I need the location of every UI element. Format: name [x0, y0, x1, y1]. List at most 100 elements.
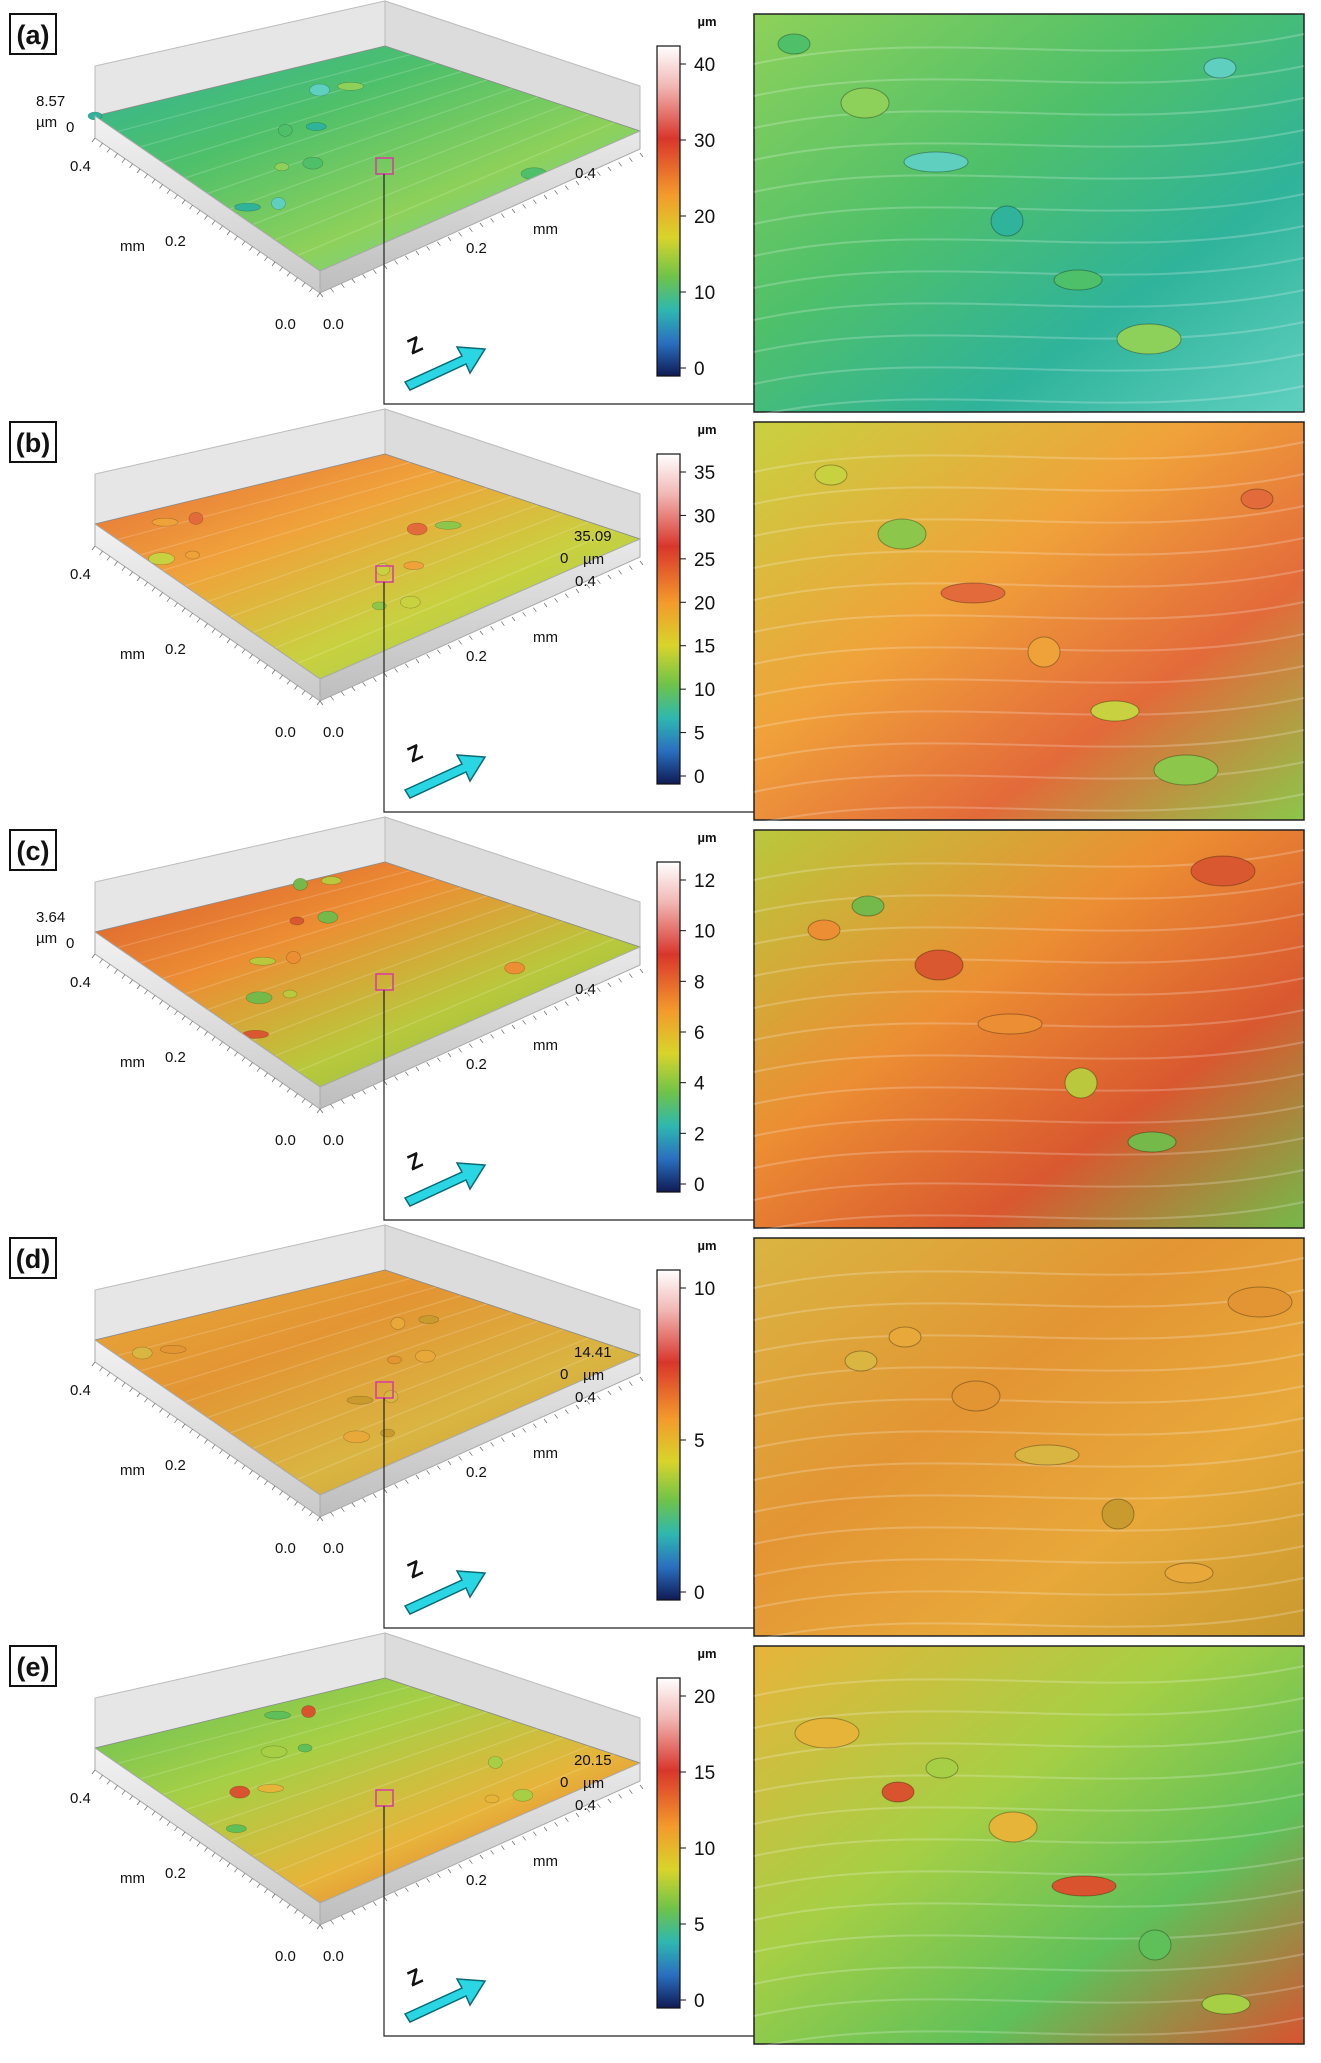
- axis-tick: [533, 1015, 537, 1020]
- z-max-label: 14.41: [574, 1344, 612, 1361]
- surface-feature: [343, 1430, 370, 1444]
- axis-tick: [543, 1826, 548, 1832]
- axis-tick: [426, 246, 430, 251]
- axis-tick: [241, 1057, 246, 1062]
- direction-label: Z: [403, 331, 426, 359]
- surface-texture-line: [139, 1694, 437, 1780]
- zoom-texture-streak: [753, 1289, 1305, 1321]
- zoom-texture-streak: [753, 569, 1305, 601]
- surface-feature: [297, 1743, 313, 1753]
- axis-tick: [597, 1395, 601, 1400]
- surface-texture-line: [184, 895, 488, 995]
- zoom-texture-streak: [753, 1201, 1305, 1233]
- axis-tick: [618, 978, 622, 983]
- axis-tick: [543, 194, 548, 200]
- axis-tick: [394, 1892, 398, 1897]
- axis-tick: [249, 1470, 253, 1475]
- surface-texture-line: [139, 470, 437, 556]
- axis-tick: [319, 1924, 324, 1930]
- surface-texture-line: [297, 529, 615, 665]
- axis-tick: [189, 1428, 193, 1434]
- axis-tick: [129, 571, 133, 577]
- axis-tick: [181, 1831, 186, 1837]
- axis-tick: [264, 256, 268, 262]
- surface-feature: [504, 961, 526, 975]
- y-tick-mid: 0.2: [165, 1865, 186, 1882]
- axis-tick: [447, 236, 452, 242]
- axis-tick: [330, 1512, 334, 1517]
- zoom-surface-feature: [903, 151, 969, 173]
- surface-feature: [418, 1315, 440, 1324]
- axis-tick: [166, 1413, 171, 1418]
- surface-texture-line: [117, 1685, 411, 1765]
- axis-tick: [174, 602, 178, 608]
- zoom-texture-streak: [753, 33, 1305, 65]
- zoom-surface-feature: [1127, 1131, 1177, 1153]
- axis-tick: [543, 1010, 548, 1016]
- axis-tick: [405, 255, 409, 260]
- axis-tick: [181, 1423, 186, 1429]
- axis-tick: [565, 1001, 569, 1006]
- axis-tick: [607, 166, 612, 172]
- colorbar-tick-label: 0: [694, 1991, 705, 2012]
- surface-texture-line: [207, 1719, 513, 1827]
- x-axis-unit: mm: [533, 629, 558, 646]
- zoom-texture-streak: [753, 1953, 1305, 1985]
- surface-texture-line: [229, 504, 539, 618]
- axis-tick: [264, 1888, 268, 1894]
- surface-feature: [390, 1317, 406, 1330]
- axis-tick: [458, 1864, 462, 1869]
- axis-tick: [341, 691, 345, 696]
- axis-tick: [316, 1924, 321, 1930]
- axis-tick: [319, 700, 324, 706]
- colorbar-tick-label: 15: [694, 1763, 715, 1784]
- axis-tick: [522, 612, 526, 617]
- axis-tick: [629, 1381, 633, 1386]
- axis-tick: [226, 1862, 231, 1868]
- surface-texture-line: [139, 878, 437, 964]
- zoom-texture-streak: [753, 945, 1305, 977]
- axis-tick: [241, 1873, 246, 1878]
- zoom-surface-feature: [1164, 1562, 1214, 1584]
- axis-tick: [286, 680, 291, 685]
- zoom-texture-streak: [753, 1105, 1305, 1137]
- axis-tick: [234, 1459, 238, 1465]
- axis-tick: [121, 566, 126, 571]
- axis-tick: [294, 1909, 298, 1914]
- axis-tick: [351, 1094, 356, 1100]
- axis-tick: [151, 1403, 156, 1408]
- axis-tick: [91, 137, 96, 143]
- surface-texture-line: [252, 920, 564, 1042]
- axis-tick: [151, 995, 156, 1000]
- axis-tick: [447, 1460, 452, 1466]
- axis-tick: [234, 235, 238, 241]
- zoom-surface-feature: [1201, 1993, 1251, 2015]
- axis-tick: [211, 628, 216, 633]
- z-unit-label: µm: [583, 1367, 604, 1384]
- axis-tick: [219, 633, 223, 639]
- surface-texture-line: [229, 912, 539, 1026]
- axis-tick: [114, 1377, 118, 1382]
- zoom-texture-streak: [753, 1921, 1305, 1953]
- axis-tick: [415, 1066, 420, 1072]
- axis-tick: [597, 987, 601, 992]
- axis-tick: [511, 1024, 516, 1030]
- zoom-texture-streak: [753, 225, 1305, 257]
- axis-tick: [362, 274, 366, 279]
- panel-label: (b): [16, 428, 50, 458]
- zoom-surface-feature: [951, 1380, 1001, 1412]
- surface-feature: [346, 1395, 374, 1405]
- axis-tick: [394, 668, 398, 673]
- z-zero-label: 0: [560, 1774, 568, 1791]
- axis-tick: [511, 616, 516, 622]
- zoom-texture-streak: [753, 1545, 1305, 1577]
- axis-tick: [447, 1868, 452, 1874]
- zoom-surface-feature: [881, 1781, 915, 1803]
- axis-tick: [575, 1404, 580, 1410]
- axis-tick: [121, 158, 126, 163]
- axis-tick: [204, 623, 208, 628]
- axis-tick: [639, 152, 644, 158]
- surface-feature: [257, 1784, 284, 1793]
- axis-tick: [607, 574, 612, 580]
- axis-tick: [99, 142, 103, 148]
